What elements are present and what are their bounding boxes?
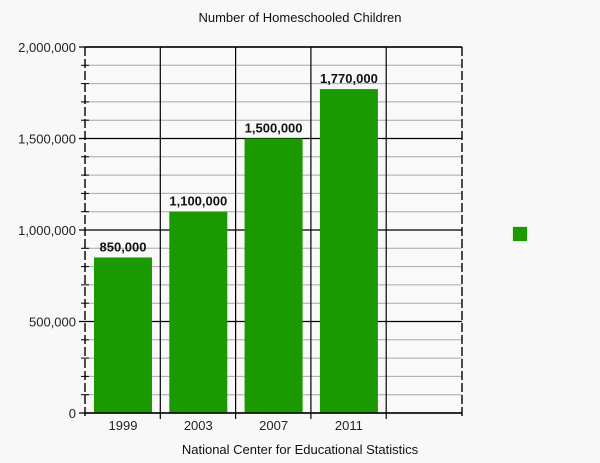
y-tick-label: 1,500,000	[18, 132, 76, 147]
x-tick-label: 2011	[335, 418, 363, 433]
bar-2007	[244, 138, 303, 413]
x-axis-label: National Center for Educational Statisti…	[181, 442, 419, 457]
y-tick-label: 500,000	[29, 315, 76, 330]
bar-2011	[319, 89, 378, 413]
bar-1999	[94, 257, 152, 413]
y-tick-label: 2,000,000	[18, 40, 76, 55]
data-label: 1,500,000	[245, 121, 303, 136]
axes	[81, 46, 463, 419]
data-label: 1,770,000	[320, 71, 378, 86]
x-tick-label: 2003	[184, 418, 213, 433]
x-tick-label: 2007	[259, 418, 288, 433]
y-tick-label: 1,000,000	[18, 223, 76, 238]
data-label: 850,000	[100, 239, 147, 254]
axis-labels: 0 500,000 1,000,000 1,500,000 2,000,000 850,0…	[18, 40, 378, 433]
bar-2003	[169, 211, 228, 413]
y-tick-label: 0	[69, 406, 76, 421]
bars	[94, 89, 378, 413]
x-tick-label: 1999	[109, 418, 138, 433]
legend-swatch	[513, 227, 527, 241]
chart-title: Number of Homeschooled Children	[198, 10, 402, 25]
data-label: 1,100,000	[169, 194, 227, 209]
